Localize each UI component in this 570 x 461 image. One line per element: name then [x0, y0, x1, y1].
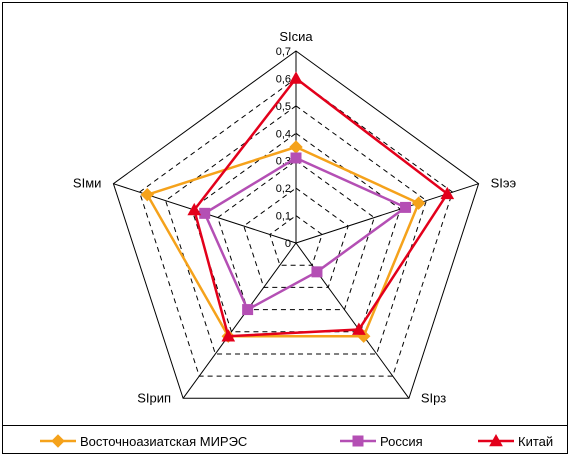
series-line: [203, 156, 409, 312]
marker-square: [400, 201, 412, 213]
marker-diamond: [51, 434, 65, 448]
tick-label: 0,6: [276, 73, 291, 85]
series: [140, 140, 426, 343]
axis-label: SIрип: [137, 390, 171, 405]
axis-label: SIээ: [491, 176, 517, 191]
legend-frame: [2, 425, 568, 454]
marker-triangle: [289, 71, 303, 84]
marker-square: [311, 266, 323, 278]
axis-label: SIсиа: [279, 29, 313, 44]
marker-triangle: [440, 186, 455, 200]
legend-item: Восточноазиатская МИРЭС: [40, 434, 247, 449]
axis-label: SIрз: [421, 390, 446, 405]
legend: Восточноазиатская МИРЭС Россия Китай: [40, 433, 553, 449]
series-line: [192, 76, 449, 338]
tick-label: 0,7: [276, 46, 291, 58]
tick-label: 0,4: [276, 128, 291, 140]
tick-label: 0: [285, 238, 291, 250]
marker-triangle: [187, 202, 202, 216]
tick-label: 0,5: [276, 101, 291, 113]
marker-triangle: [221, 329, 236, 342]
marker-square: [352, 435, 364, 447]
legend-item: Россия: [340, 434, 423, 449]
marker-diamond: [140, 187, 155, 202]
legend-label: Россия: [380, 434, 423, 449]
axis-label: SIми: [73, 176, 101, 191]
series: [187, 71, 455, 342]
tick-label: 0,2: [276, 183, 291, 195]
axis-labels: SIсиа SIээ SIрз SIрип SIми: [73, 29, 517, 405]
marker-square: [290, 152, 302, 164]
legend-label: Восточноазиатская МИРЭС: [80, 434, 247, 449]
series-layer: [140, 71, 455, 343]
marker-diamond: [411, 196, 426, 210]
legend-item: Китай: [478, 433, 553, 449]
series: [199, 152, 412, 316]
legend-label: Китай: [518, 434, 553, 449]
plot-frame: [2, 2, 568, 426]
tick-label: 0,1: [276, 211, 291, 223]
radial-tick-labels: 00,10,20,30,40,50,60,7: [276, 46, 291, 250]
series-line: [145, 145, 421, 338]
marker-triangle: [489, 433, 503, 447]
axis-spoke: [182, 242, 297, 399]
marker-square: [199, 207, 211, 219]
marker-square: [242, 304, 254, 316]
grid-ring: [112, 50, 480, 399]
marker-triangle: [352, 322, 366, 335]
